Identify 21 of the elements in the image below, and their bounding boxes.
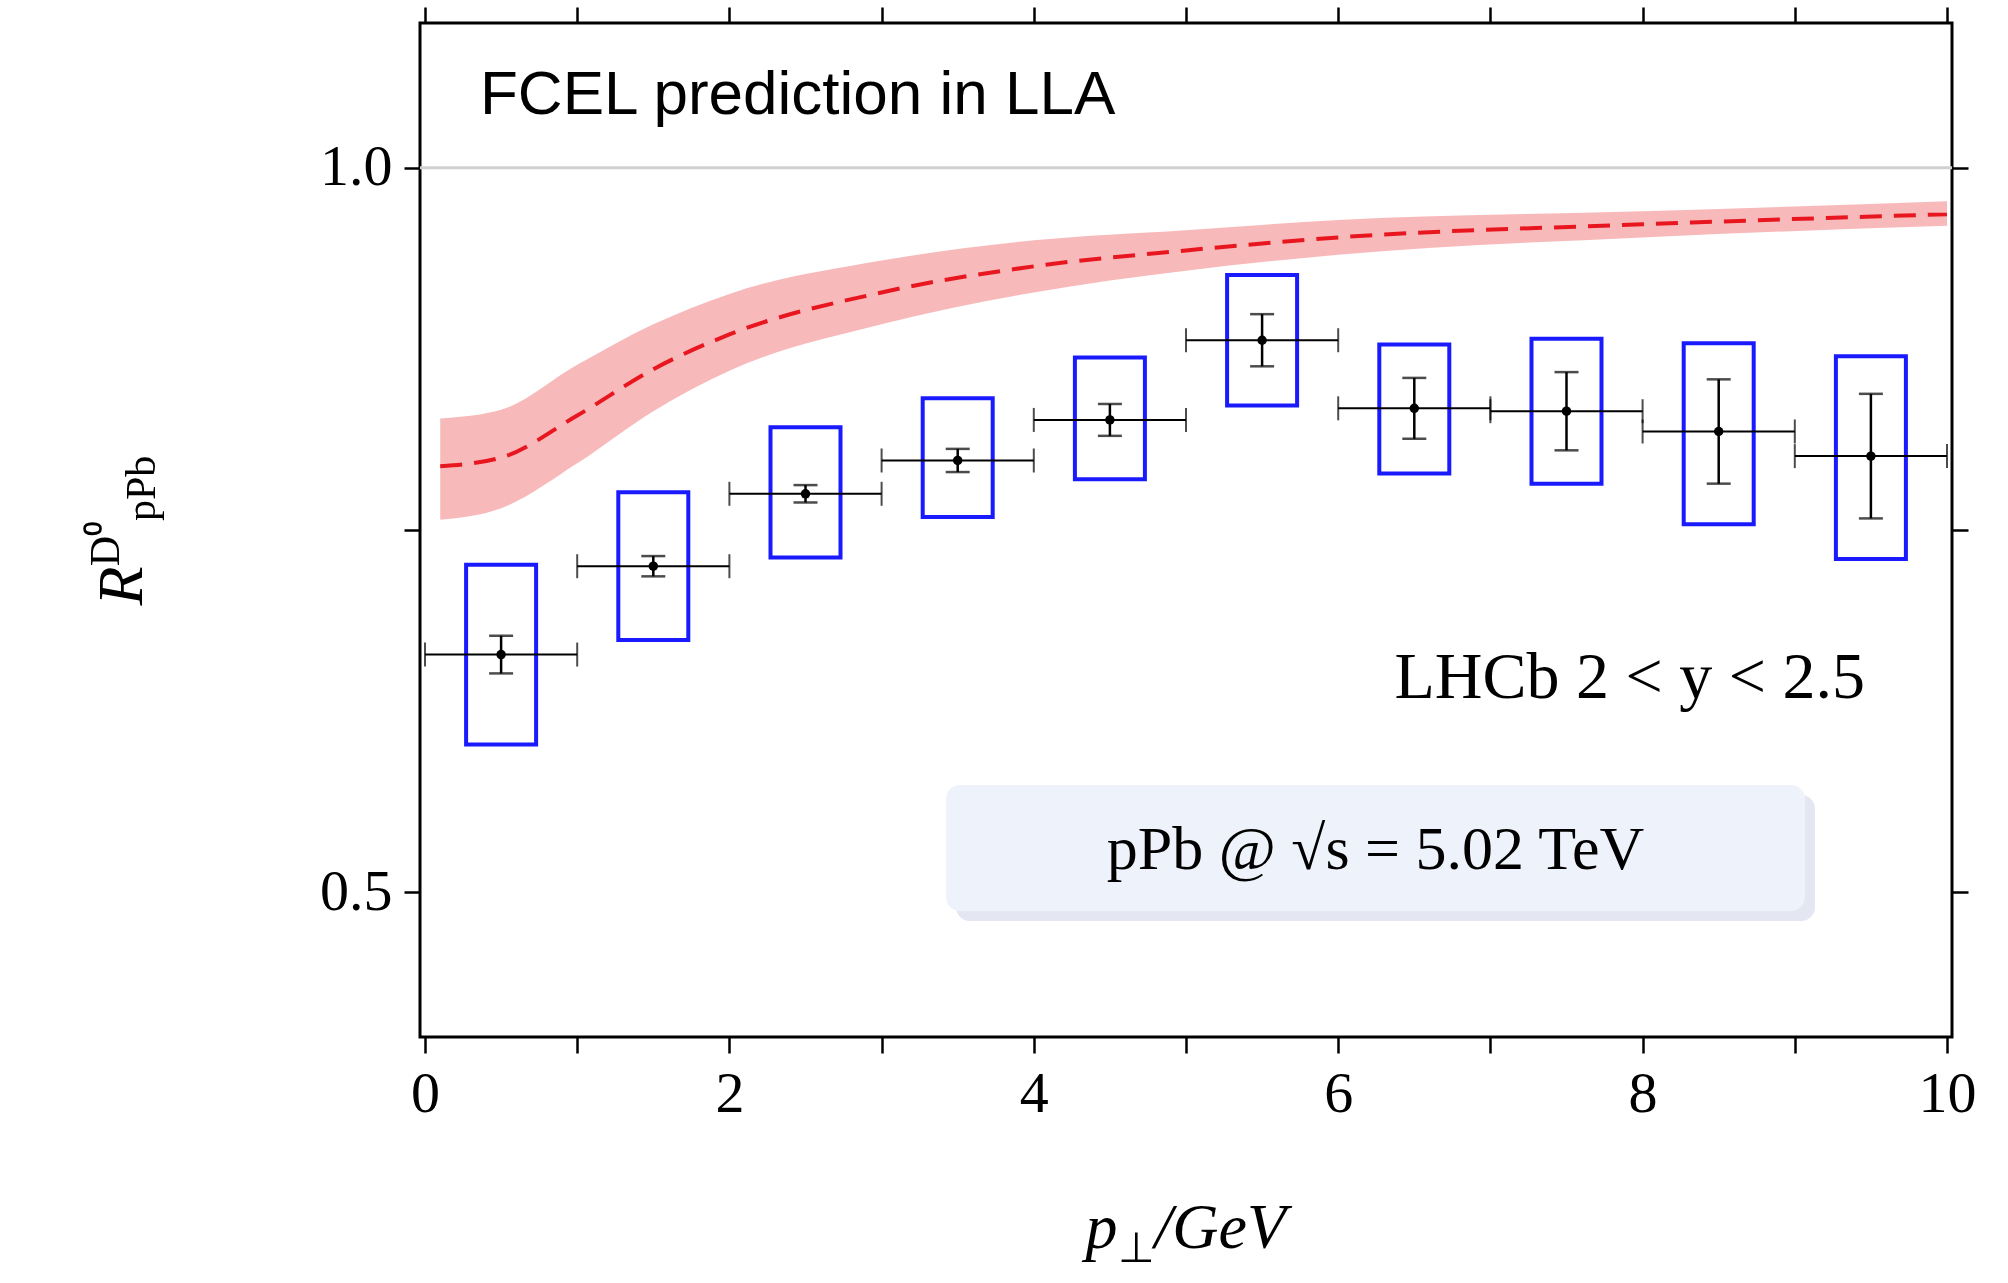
line-series (438, 212, 1949, 469)
y-tick-label: 1.0 (320, 133, 393, 199)
point (1105, 415, 1115, 425)
x-tick-label: 0 (411, 1059, 440, 1125)
point (1561, 406, 1572, 416)
annotation: FCEL prediction in LLA (480, 58, 1116, 127)
point (1866, 451, 1876, 461)
x-tick-label: 2 (715, 1059, 745, 1125)
point (648, 561, 659, 571)
x-tick-label: 8 (1628, 1059, 1658, 1125)
point (1409, 403, 1420, 414)
point (1257, 335, 1267, 345)
point (800, 489, 811, 499)
x-tick-label: 4 (1019, 1059, 1049, 1125)
y-tick-label: 0.5 (320, 857, 393, 923)
annotation: LHCb 2 < y < 2.5 (1394, 639, 1865, 712)
point (496, 649, 506, 660)
x-tick-label: 6 (1324, 1059, 1354, 1125)
x-tick-label: 10 (1918, 1059, 1977, 1125)
point (952, 455, 963, 466)
point (1713, 426, 1724, 437)
